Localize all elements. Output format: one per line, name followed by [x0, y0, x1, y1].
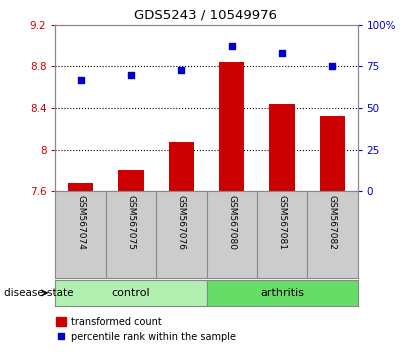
Text: GSM567075: GSM567075 [127, 195, 136, 251]
Bar [206, 280, 358, 306]
Point [178, 67, 185, 73]
Text: GSM567074: GSM567074 [76, 195, 85, 250]
Point [329, 63, 336, 69]
Point [128, 72, 134, 78]
Bar [68, 183, 93, 191]
Text: GSM567081: GSM567081 [277, 195, 286, 251]
Point [77, 77, 84, 82]
Text: control: control [112, 288, 150, 298]
Bar [270, 104, 295, 191]
Point [279, 50, 285, 56]
Point [229, 44, 235, 49]
Bar [169, 142, 194, 191]
Bar [320, 116, 345, 191]
Text: GSM567082: GSM567082 [328, 195, 337, 250]
Text: GSM567080: GSM567080 [227, 195, 236, 251]
Text: GDS5243 / 10549976: GDS5243 / 10549976 [134, 9, 277, 22]
Legend: transformed count, percentile rank within the sample: transformed count, percentile rank withi… [52, 313, 240, 346]
Text: arthritis: arthritis [260, 288, 304, 298]
Bar [219, 62, 244, 191]
Bar [118, 170, 143, 191]
Bar [55, 280, 206, 306]
Text: disease state: disease state [4, 288, 74, 298]
Text: GSM567076: GSM567076 [177, 195, 186, 251]
